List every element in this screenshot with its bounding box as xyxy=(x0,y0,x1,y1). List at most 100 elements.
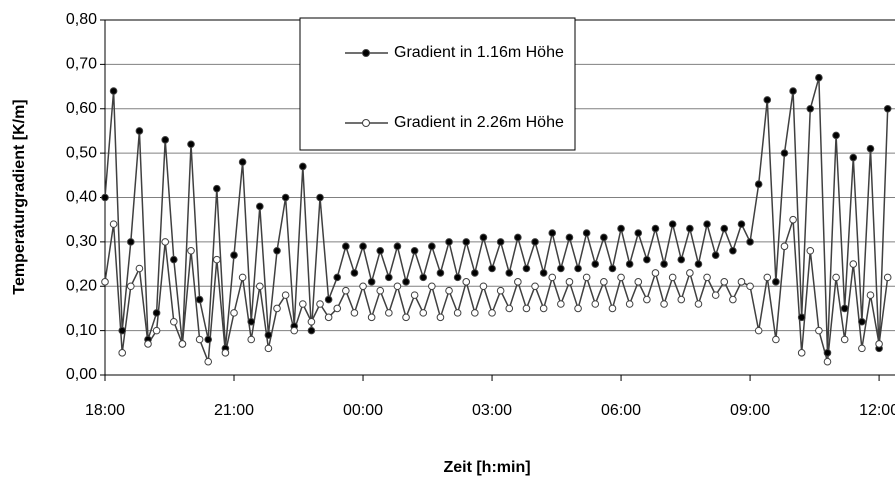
data-point xyxy=(342,286,350,295)
data-point xyxy=(299,300,307,308)
data-point xyxy=(393,242,402,251)
x-tick-label: 09:00 xyxy=(730,402,770,419)
x-tick-label: 06:00 xyxy=(601,402,641,419)
data-point xyxy=(307,326,316,335)
data-point xyxy=(264,344,273,353)
data-point xyxy=(539,304,548,313)
data-point xyxy=(135,264,144,273)
data-point xyxy=(161,238,170,246)
data-point xyxy=(634,278,643,286)
data-point xyxy=(711,291,720,299)
data-point xyxy=(772,278,780,286)
data-point xyxy=(195,335,204,344)
data-point xyxy=(238,273,247,282)
data-point xyxy=(436,313,445,322)
x-tick-label: 12:00 xyxy=(859,402,895,419)
data-point xyxy=(729,295,737,304)
data-point xyxy=(428,242,436,251)
data-point xyxy=(651,224,660,233)
data-point xyxy=(316,300,324,308)
data-point xyxy=(488,309,496,317)
data-point xyxy=(514,233,522,242)
data-point xyxy=(789,87,797,95)
data-point xyxy=(522,264,531,273)
data-point xyxy=(875,340,883,348)
data-point xyxy=(187,140,195,149)
data-point xyxy=(531,282,539,291)
data-point xyxy=(445,286,453,295)
data-point xyxy=(686,224,694,233)
y-tick-label: 0,80 xyxy=(66,11,97,28)
data-point xyxy=(754,180,763,188)
y-tick-label: 0,40 xyxy=(66,189,97,206)
data-point xyxy=(754,326,763,335)
data-point xyxy=(324,313,333,322)
data-point xyxy=(385,273,393,282)
data-point xyxy=(866,144,875,153)
data-point xyxy=(436,269,445,277)
data-point xyxy=(402,313,410,322)
data-point xyxy=(737,220,746,228)
data-point xyxy=(608,264,617,273)
data-point xyxy=(453,273,462,282)
data-point xyxy=(367,313,376,322)
data-point xyxy=(144,340,152,348)
data-point xyxy=(634,229,643,237)
data-point xyxy=(471,309,479,317)
data-point xyxy=(772,335,780,344)
data-point xyxy=(118,349,127,357)
data-point xyxy=(195,295,204,304)
data-point xyxy=(118,326,127,335)
data-point xyxy=(840,304,849,313)
legend-marker xyxy=(362,119,370,127)
data-point xyxy=(101,193,109,202)
data-point xyxy=(832,131,840,140)
data-point xyxy=(359,242,367,251)
data-point xyxy=(548,273,557,282)
data-point xyxy=(617,224,625,233)
data-point xyxy=(273,246,281,255)
data-point xyxy=(161,136,170,144)
data-point xyxy=(402,278,410,286)
data-point xyxy=(307,317,316,326)
data-point xyxy=(574,264,582,273)
data-point xyxy=(419,309,428,317)
x-tick-label: 00:00 xyxy=(343,402,383,419)
data-point xyxy=(686,269,694,277)
data-point xyxy=(840,335,849,344)
data-point xyxy=(333,304,342,313)
data-point xyxy=(109,220,118,228)
data-point xyxy=(539,269,548,277)
x-tick-label: 03:00 xyxy=(472,402,512,419)
data-point xyxy=(462,278,471,286)
data-point xyxy=(376,246,385,255)
data-point xyxy=(505,304,514,313)
data-point xyxy=(625,260,634,268)
data-point xyxy=(204,357,213,366)
data-point xyxy=(703,220,711,228)
data-point xyxy=(170,317,178,326)
data-point xyxy=(109,87,118,95)
data-point xyxy=(823,357,832,366)
data-point xyxy=(213,255,221,264)
data-point xyxy=(557,264,565,273)
data-point xyxy=(410,291,419,299)
data-point xyxy=(668,220,677,228)
data-point xyxy=(256,202,264,211)
data-point xyxy=(471,269,479,277)
data-point xyxy=(600,278,608,286)
data-point xyxy=(565,233,574,242)
data-point xyxy=(350,269,359,277)
data-point xyxy=(496,238,505,246)
data-point xyxy=(419,273,428,282)
data-point xyxy=(806,246,815,255)
x-tick-label: 21:00 xyxy=(214,402,254,419)
x-axis-title: Zeit [h:min] xyxy=(443,459,530,476)
data-point xyxy=(247,335,256,344)
data-point xyxy=(204,335,213,344)
data-point xyxy=(806,104,815,113)
data-point xyxy=(281,193,290,202)
data-point xyxy=(505,269,514,277)
data-point xyxy=(883,273,892,282)
legend-box xyxy=(299,17,576,151)
